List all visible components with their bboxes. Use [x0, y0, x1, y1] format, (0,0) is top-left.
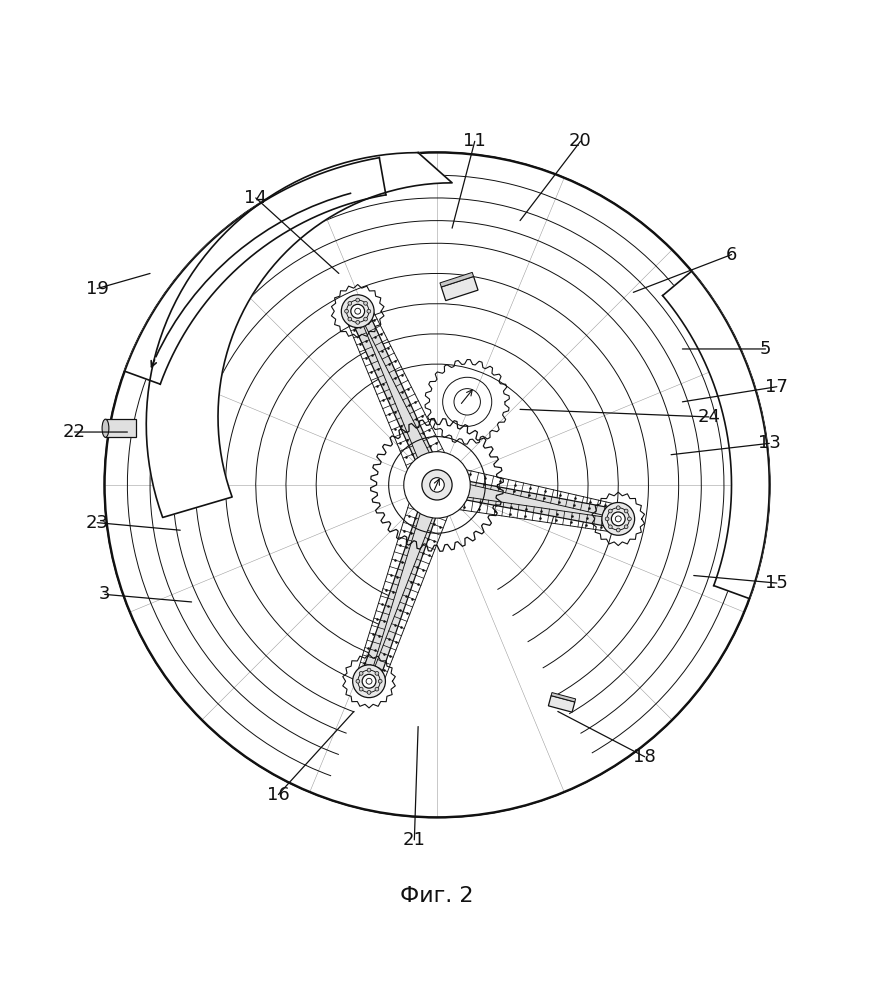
Text: 22: 22 — [63, 423, 86, 441]
Circle shape — [364, 317, 367, 321]
Circle shape — [344, 309, 349, 313]
Circle shape — [356, 679, 360, 683]
Text: 3: 3 — [99, 585, 110, 603]
Polygon shape — [662, 271, 769, 599]
Polygon shape — [435, 476, 620, 528]
Text: 20: 20 — [569, 132, 592, 150]
Text: 5: 5 — [760, 340, 771, 358]
Circle shape — [350, 304, 364, 318]
Circle shape — [602, 502, 635, 535]
Circle shape — [628, 517, 631, 521]
Text: Фиг. 2: Фиг. 2 — [400, 886, 474, 906]
Text: 15: 15 — [766, 574, 788, 592]
Circle shape — [342, 295, 374, 328]
Circle shape — [348, 317, 351, 321]
Polygon shape — [441, 276, 478, 301]
Circle shape — [608, 509, 613, 513]
Text: 19: 19 — [86, 280, 108, 298]
Circle shape — [362, 674, 376, 688]
Circle shape — [359, 687, 363, 691]
Polygon shape — [440, 272, 474, 287]
Circle shape — [105, 153, 769, 817]
Circle shape — [605, 517, 609, 521]
Circle shape — [375, 671, 378, 675]
Text: 23: 23 — [86, 514, 108, 532]
Circle shape — [356, 298, 359, 302]
Circle shape — [422, 470, 452, 500]
Polygon shape — [349, 307, 446, 489]
Text: 16: 16 — [267, 786, 290, 804]
Polygon shape — [360, 482, 446, 684]
Text: 21: 21 — [403, 831, 426, 849]
Polygon shape — [106, 419, 135, 437]
Circle shape — [367, 668, 371, 672]
Circle shape — [359, 671, 363, 675]
Circle shape — [404, 452, 470, 518]
Polygon shape — [551, 693, 576, 702]
Circle shape — [616, 528, 621, 532]
Circle shape — [624, 509, 628, 513]
Circle shape — [375, 687, 378, 691]
Circle shape — [355, 308, 361, 314]
Polygon shape — [146, 153, 452, 517]
Circle shape — [367, 690, 371, 694]
Polygon shape — [125, 158, 385, 384]
Text: 13: 13 — [758, 434, 780, 452]
Circle shape — [378, 679, 382, 683]
Circle shape — [624, 525, 628, 529]
Circle shape — [366, 678, 372, 684]
Text: 24: 24 — [697, 408, 720, 426]
Circle shape — [348, 301, 351, 305]
Circle shape — [356, 320, 359, 324]
Circle shape — [615, 516, 621, 522]
Circle shape — [352, 665, 385, 698]
Text: 18: 18 — [634, 748, 656, 766]
Text: 6: 6 — [725, 246, 737, 264]
Circle shape — [364, 301, 367, 305]
Text: 14: 14 — [245, 189, 267, 207]
Circle shape — [367, 309, 371, 313]
Polygon shape — [548, 696, 575, 712]
Text: 11: 11 — [463, 132, 486, 150]
Circle shape — [611, 512, 625, 526]
Circle shape — [608, 525, 613, 529]
Text: 17: 17 — [766, 378, 788, 396]
Circle shape — [105, 153, 769, 817]
Circle shape — [616, 506, 621, 510]
Ellipse shape — [102, 419, 109, 437]
Circle shape — [430, 478, 444, 492]
Circle shape — [454, 389, 481, 415]
